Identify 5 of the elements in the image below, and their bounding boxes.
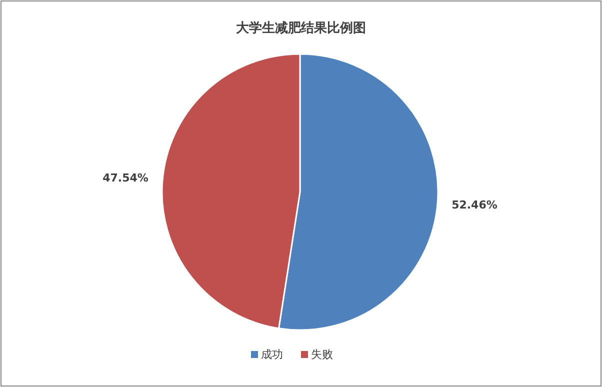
legend-label: 失败	[311, 348, 333, 362]
legend-label: 成功	[261, 348, 283, 362]
data-label: 52.46%	[452, 198, 498, 212]
data-label: 47.54%	[102, 171, 148, 185]
chart-title: 大学生减肥结果比例图	[236, 21, 366, 36]
